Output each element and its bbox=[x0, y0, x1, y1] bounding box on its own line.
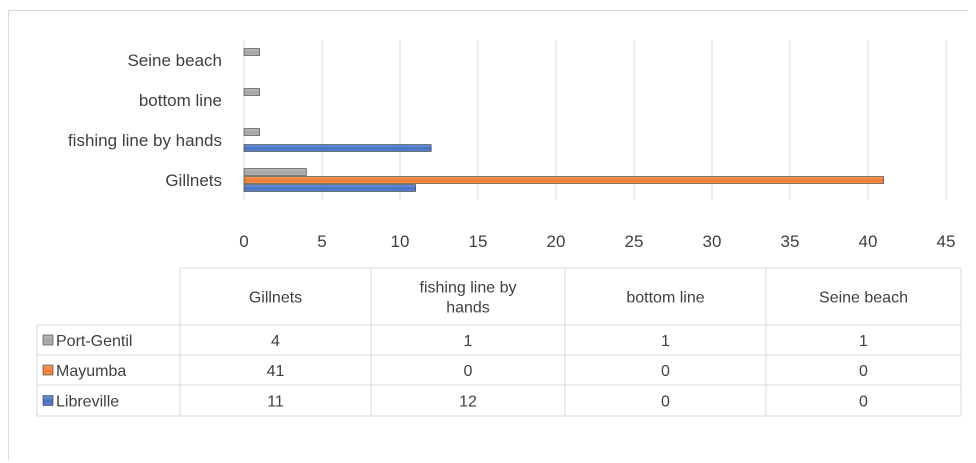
legend-label-mayumba: Mayumba bbox=[56, 363, 126, 380]
x-tick-40: 40 bbox=[859, 232, 878, 251]
gridlines bbox=[243, 40, 947, 200]
category-label-bottom-line: bottom line bbox=[139, 91, 222, 110]
table-cell-port-gentil-seine-beach: 1 bbox=[859, 333, 868, 350]
bar-port-gentil-bottom-line bbox=[243, 88, 260, 96]
category-label-seine-beach: Seine beach bbox=[127, 51, 222, 70]
category-label-fishing-line-by-hands: fishing line by hands bbox=[68, 131, 222, 150]
chart-frame bbox=[8, 10, 968, 460]
legend-label-port-gentil: Port-Gentil bbox=[56, 333, 132, 350]
x-tick-25: 25 bbox=[625, 232, 644, 251]
x-tick-15: 15 bbox=[469, 232, 488, 251]
table-cell-port-gentil-gillnets: 4 bbox=[271, 333, 280, 350]
table-cell-mayumba-fishing-line-by-hands: 0 bbox=[464, 363, 473, 380]
x-tick-35: 35 bbox=[781, 232, 800, 251]
x-tick-10: 10 bbox=[391, 232, 410, 251]
table-header-seine-beach: Seine beach bbox=[819, 290, 908, 307]
x-axis-ticks: 0 5 10 15 20 25 30 35 40 45 bbox=[239, 232, 955, 251]
table-cell-mayumba-seine-beach: 0 bbox=[859, 363, 868, 380]
bars bbox=[243, 48, 884, 192]
bar-mayumba-gillnets bbox=[243, 176, 884, 184]
legend-key-port-gentil bbox=[42, 334, 54, 346]
table-cell-mayumba-gillnets: 41 bbox=[267, 363, 285, 380]
table-header-fishing-line-by-hands: fishing line by hands bbox=[420, 280, 517, 317]
table-cell-libreville-seine-beach: 0 bbox=[859, 394, 868, 411]
bar-libreville-fishing-line-by-hands bbox=[243, 144, 432, 152]
legend-key-libreville bbox=[42, 395, 54, 406]
table-cell-libreville-gillnets: 11 bbox=[267, 394, 284, 411]
legend-key-mayumba bbox=[42, 364, 54, 376]
x-tick-0: 0 bbox=[239, 232, 248, 251]
category-labels: Gillnets fishing line by hands bottom line… bbox=[68, 51, 222, 190]
table-cell-libreville-fishing-line-by-hands: 12 bbox=[459, 394, 477, 411]
bar-libreville-gillnets bbox=[243, 184, 416, 192]
x-tick-20: 20 bbox=[547, 232, 566, 251]
legend-label-libreville: Libreville bbox=[56, 394, 119, 411]
category-label-gillnets: Gillnets bbox=[165, 171, 222, 190]
table-cell-port-gentil-fishing-line-by-hands: 1 bbox=[464, 333, 473, 350]
bar-port-gentil-seine-beach bbox=[243, 48, 260, 56]
table-cell-port-gentil-bottom-line: 1 bbox=[661, 333, 670, 350]
x-tick-45: 45 bbox=[937, 232, 956, 251]
bar-port-gentil-fishing-line-by-hands bbox=[243, 128, 260, 136]
table-cell-libreville-bottom-line: 0 bbox=[661, 394, 670, 411]
data-table: Gillnets fishing line by hands bottom line S… bbox=[36, 267, 962, 417]
bar-port-gentil-gillnets bbox=[243, 168, 307, 176]
table-header-bottom-line: bottom line bbox=[626, 290, 704, 307]
x-tick-30: 30 bbox=[703, 232, 722, 251]
x-tick-5: 5 bbox=[317, 232, 326, 251]
table-cell-mayumba-bottom-line: 0 bbox=[661, 363, 670, 380]
table-header-gillnets: Gillnets bbox=[249, 290, 302, 307]
